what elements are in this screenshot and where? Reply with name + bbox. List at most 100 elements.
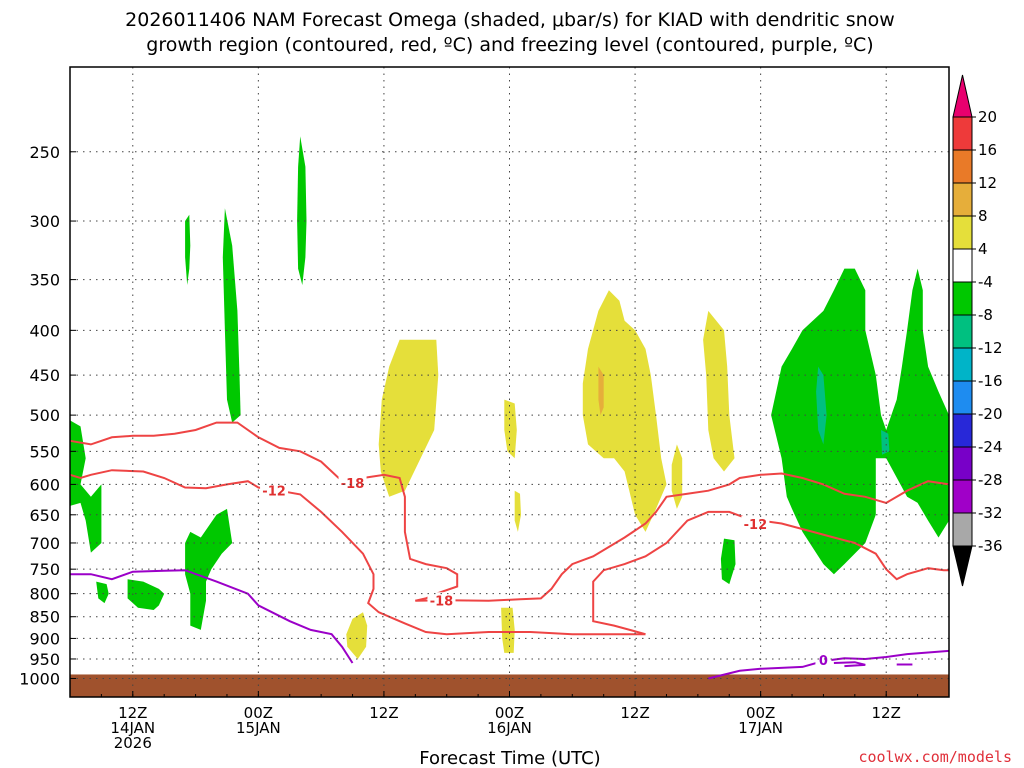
freezing-contour-1 — [708, 649, 950, 680]
y-tick-label-1000: 1000 — [19, 669, 60, 688]
y-tick-label-250: 250 — [29, 143, 60, 162]
y-tick-label-750: 750 — [29, 560, 60, 579]
colorbar-label-13: -36 — [978, 537, 1003, 555]
contour-label-bg — [427, 592, 456, 608]
contour-label-bg — [338, 475, 367, 491]
colorbar-swatch-8 — [952, 347, 973, 382]
x-tick-label-5-2: 17JAN — [738, 719, 783, 737]
colorbar-swatch-1 — [952, 116, 973, 151]
omega-region-y4 — [703, 310, 735, 472]
contour-layer: -12 -12 -18 -18 0 — [69, 421, 950, 680]
omega-region-g8 — [720, 538, 736, 585]
omega-region-g2 — [185, 214, 191, 285]
freezing-contour-0 — [70, 569, 354, 664]
y-tick-label-500: 500 — [29, 406, 60, 425]
contour-label-bg — [815, 651, 832, 667]
y-tick-label-800: 800 — [29, 585, 60, 604]
freezing-contour-3 — [833, 661, 866, 668]
colorbar-label-11: -28 — [978, 471, 1003, 489]
omega-region-g6 — [127, 579, 165, 610]
y-tick-label-550: 550 — [29, 442, 60, 461]
dendritic-contour-0 — [69, 469, 646, 636]
omega-region-g3 — [222, 208, 241, 423]
x-tick-label-0-2: 14JAN — [110, 719, 155, 737]
colorbar-swatch-7 — [952, 314, 973, 349]
chart-title-line2: growth region (contoured, red, ºC) and f… — [146, 34, 873, 56]
dendritic-contour-3 — [415, 472, 950, 602]
colorbar-swatch-4 — [952, 215, 973, 250]
dendritic-contour-label: -12 — [262, 485, 286, 500]
dendritic-contour-label: -18 — [430, 594, 454, 609]
colorbar-swatch-9 — [952, 380, 973, 415]
omega-region-g4 — [297, 136, 307, 285]
colorbar-swatch-10 — [952, 413, 973, 448]
omega-region-y5 — [504, 399, 517, 459]
x-tick-label-3-1: 00Z — [495, 704, 524, 722]
colorbar-label-9: -20 — [978, 405, 1003, 423]
x-tick-label-1-2: 15JAN — [236, 719, 281, 737]
x-tick-label-2-1: 12Z — [369, 704, 398, 722]
colorbar-label-4: 4 — [978, 240, 988, 258]
x-tick-label-3-2: 16JAN — [487, 719, 532, 737]
omega-region-y6 — [514, 490, 521, 532]
colorbar-bottom-arrow — [952, 545, 973, 587]
gridlines — [70, 67, 949, 697]
omega-region-g7 — [96, 581, 109, 604]
colorbar-label-12: -32 — [978, 504, 1003, 522]
colorbar-swatch-2 — [952, 149, 973, 184]
colorbar-label-7: -12 — [978, 339, 1003, 357]
y-tick-label-600: 600 — [29, 475, 60, 494]
omega-region-y3 — [671, 444, 683, 509]
omega-region-g5 — [185, 508, 233, 630]
freezing-contour-label: 0 — [819, 654, 828, 669]
omega-shading — [70, 136, 949, 659]
y-tick-label-450: 450 — [29, 366, 60, 385]
y-tick-label-700: 700 — [29, 534, 60, 553]
colorbar-label-5: -4 — [978, 273, 993, 291]
omega-region-g10 — [912, 458, 949, 538]
y-tick-label-900: 900 — [29, 629, 60, 648]
colorbar-swatch-5 — [952, 248, 973, 283]
plot-frame — [69, 66, 950, 698]
x-tick-label-6-1: 12Z — [872, 704, 901, 722]
colorbar-label-0: 20 — [978, 108, 997, 126]
colorbar-top-arrow — [952, 74, 973, 118]
omega-region-g9 — [771, 268, 949, 575]
colorbar-swatch-13 — [952, 512, 973, 547]
dendritic-contour-1 — [592, 510, 949, 636]
x-tick-label-5-1: 00Z — [746, 704, 775, 722]
omega-region-y7 — [501, 607, 515, 653]
omega-region-t2 — [881, 430, 890, 455]
contour-label-bg — [741, 516, 770, 532]
dendritic-contour-label: -12 — [744, 518, 768, 533]
y-axis-ticks: 250 300 350 400 450 500 550 600 650 700 750 800 850 9… — [19, 143, 76, 688]
colorbar-swatch-11 — [952, 446, 973, 481]
omega-region-o1 — [598, 366, 604, 416]
x-tick-label-0-3: 2026 — [114, 734, 152, 752]
colorbar-swatch-12 — [952, 479, 973, 514]
colorbar-label-8: -16 — [978, 372, 1003, 390]
y-tick-label-850: 850 — [29, 608, 60, 627]
colorbar-swatch-3 — [952, 182, 973, 217]
omega-region-t1 — [816, 366, 827, 445]
contour-label-bg — [260, 482, 289, 498]
y-tick-label-950: 950 — [29, 650, 60, 669]
colorbar-label-2: 12 — [978, 174, 997, 192]
x-axis-label: Forecast Time (UTC) — [419, 748, 600, 768]
omega-region-y1 — [378, 339, 439, 497]
dendritic-contour-label: -18 — [341, 477, 365, 492]
omega-region-y2 — [582, 290, 667, 532]
omega-region-g1 — [70, 420, 102, 553]
colorbar: 20 16 12 8 4 -4 -8 -12 -16 -20 -24 -28 -32 -36 — [952, 74, 1003, 587]
omega-region-y8 — [346, 612, 368, 659]
colorbar-label-6: -8 — [978, 306, 993, 324]
credit-text: coolwx.com/models — [858, 748, 1012, 766]
colorbar-label-10: -24 — [978, 438, 1003, 456]
colorbar-swatch-6 — [952, 281, 973, 316]
y-tick-label-650: 650 — [29, 506, 60, 525]
x-tick-label-1-1: 00Z — [244, 704, 273, 722]
y-tick-label-300: 300 — [29, 212, 60, 231]
colorbar-label-3: 8 — [978, 207, 988, 225]
